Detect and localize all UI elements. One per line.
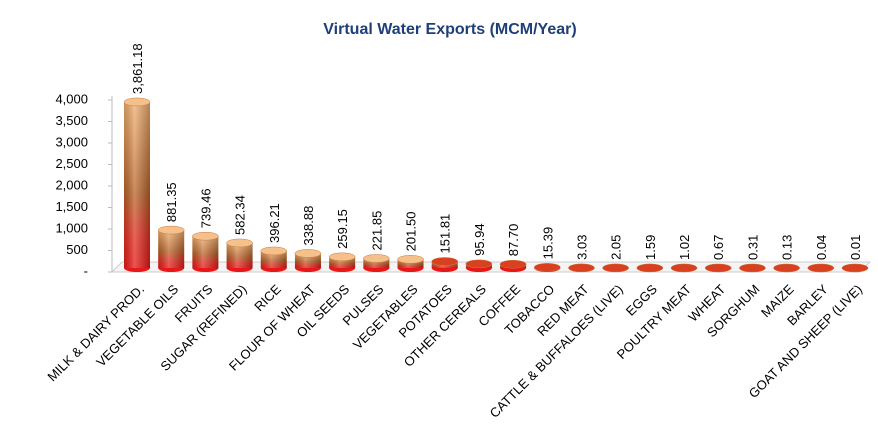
bar bbox=[123, 97, 151, 272]
bar bbox=[192, 231, 219, 272]
bar-top bbox=[636, 263, 664, 273]
bar-shade bbox=[158, 230, 185, 268]
bar-shade bbox=[192, 236, 219, 268]
value-label: 338.88 bbox=[301, 206, 316, 246]
bar bbox=[226, 238, 253, 272]
bar bbox=[568, 263, 595, 273]
bar-top bbox=[739, 263, 766, 273]
bar bbox=[431, 257, 458, 272]
bar bbox=[499, 259, 527, 272]
bar-shade bbox=[124, 101, 150, 268]
bar bbox=[534, 263, 561, 272]
y-tick-label: 4,000 bbox=[55, 91, 88, 106]
value-label: 15.39 bbox=[540, 227, 555, 260]
value-label: 881.35 bbox=[164, 182, 179, 222]
bar bbox=[841, 263, 869, 273]
bar-shade bbox=[329, 256, 356, 268]
value-label: 259.15 bbox=[335, 209, 350, 249]
bar bbox=[465, 259, 493, 272]
y-tick-label: 500 bbox=[66, 242, 88, 257]
bar bbox=[397, 255, 424, 272]
bar-top bbox=[568, 263, 595, 273]
bar-shade bbox=[397, 259, 424, 268]
value-label: 151.81 bbox=[438, 214, 453, 254]
value-label: 201.50 bbox=[404, 212, 419, 252]
y-tick-label: 1,500 bbox=[55, 199, 88, 214]
bar-top bbox=[397, 255, 424, 264]
value-label: 0.04 bbox=[814, 235, 829, 260]
bar-top bbox=[328, 252, 356, 262]
value-label: 1.59 bbox=[643, 235, 658, 260]
bar-top bbox=[157, 225, 185, 235]
value-label: 95.94 bbox=[472, 223, 487, 256]
bar-shade bbox=[260, 250, 287, 268]
value-label: 0.13 bbox=[780, 235, 795, 260]
value-label: 0.67 bbox=[711, 235, 726, 260]
bar-top bbox=[534, 263, 561, 272]
bar bbox=[807, 263, 835, 273]
value-label: 0.31 bbox=[745, 235, 760, 260]
bar bbox=[363, 254, 390, 272]
bar bbox=[773, 263, 800, 273]
value-label: 221.85 bbox=[369, 211, 384, 251]
y-tick-label: 2,500 bbox=[55, 156, 88, 171]
bar-top bbox=[602, 263, 629, 273]
bar bbox=[294, 249, 322, 272]
bar-top bbox=[363, 254, 390, 263]
value-label: 3.03 bbox=[574, 235, 589, 260]
chart-title: Virtual Water Exports (MCM/Year) bbox=[323, 21, 576, 38]
bar-top bbox=[260, 246, 288, 256]
bar-top bbox=[773, 263, 800, 273]
y-tick-label: 3,500 bbox=[55, 113, 88, 128]
value-label: 396.21 bbox=[267, 203, 282, 243]
value-label: 739.46 bbox=[198, 188, 213, 228]
bar-shade bbox=[363, 258, 390, 268]
bar-top bbox=[431, 257, 458, 266]
bar-top bbox=[807, 263, 835, 273]
value-label: 3,861.18 bbox=[130, 43, 145, 94]
bar bbox=[670, 263, 698, 273]
bar bbox=[157, 225, 185, 272]
bar bbox=[636, 263, 664, 273]
value-label: 2.05 bbox=[609, 235, 624, 260]
y-tick-label: - bbox=[84, 263, 88, 278]
bar-top bbox=[841, 263, 869, 273]
bar-top bbox=[670, 263, 698, 273]
bar bbox=[739, 263, 766, 273]
bar bbox=[602, 263, 629, 273]
bar-top bbox=[465, 259, 493, 269]
value-label: 0.01 bbox=[848, 235, 863, 260]
bar-top bbox=[226, 238, 253, 248]
y-tick-label: 1,000 bbox=[55, 220, 88, 235]
bar bbox=[704, 263, 732, 273]
bar bbox=[328, 252, 356, 272]
value-label: 87.70 bbox=[506, 224, 521, 257]
bar-top bbox=[704, 263, 732, 273]
bar-top bbox=[192, 231, 219, 241]
value-label: 582.34 bbox=[233, 195, 248, 235]
bar bbox=[260, 246, 288, 272]
value-label: 1.02 bbox=[677, 235, 692, 260]
bar-top bbox=[294, 249, 322, 258]
y-tick-label: 3,000 bbox=[55, 134, 88, 149]
y-tick-label: 2,000 bbox=[55, 177, 88, 192]
bar-top bbox=[499, 259, 527, 269]
bar-top bbox=[123, 97, 151, 107]
